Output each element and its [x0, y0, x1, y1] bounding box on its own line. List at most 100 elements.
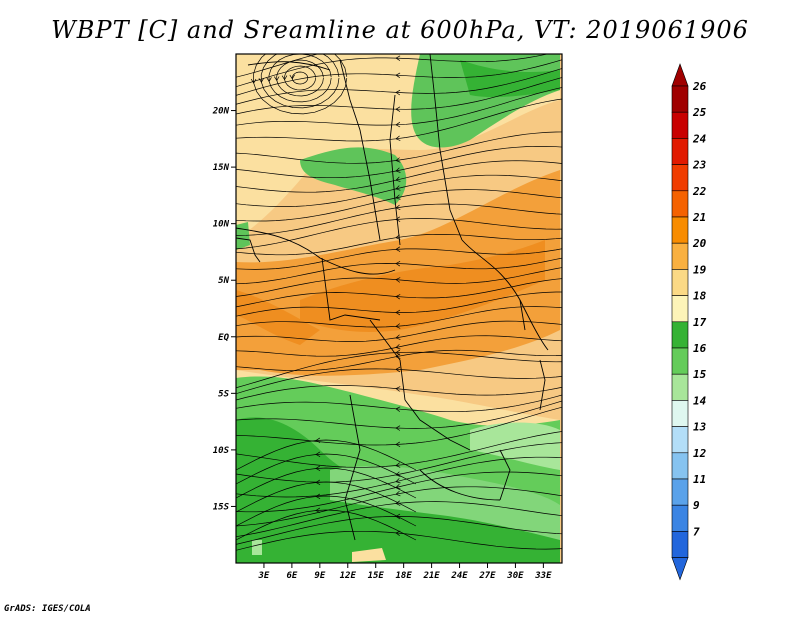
streamline: [236, 320, 562, 342]
streamline-arrow: [395, 135, 401, 141]
streamline: [236, 257, 562, 285]
streamline: [236, 131, 562, 164]
streamline: [236, 486, 562, 527]
streamline-arrow: [395, 344, 401, 350]
streamline: [236, 453, 417, 485]
colorbar-segment: [671, 164, 689, 192]
streamline: [236, 349, 562, 372]
streamlines: [236, 40, 562, 551]
lon-label: 27E: [478, 571, 496, 581]
streamline: [236, 439, 417, 471]
streamline-arrow: [315, 437, 321, 444]
colorbar-label: 22: [692, 185, 707, 198]
streamline: [236, 335, 562, 357]
streamline-arrow: [395, 478, 401, 484]
colorbar-label: 7: [693, 525, 700, 538]
map-title: WBPT [C] and Sreamline at 600hPa, VT: 20…: [51, 16, 749, 44]
streamline-arrow: [396, 40, 400, 45]
streamline-arrow: [395, 176, 401, 182]
streamline: [236, 306, 562, 328]
colorbar-label: 26: [692, 80, 707, 93]
colorbar-segment: [671, 347, 689, 375]
streamline-arrow: [395, 167, 401, 173]
streamline-arrow: [395, 294, 401, 300]
streamline-arrow: [395, 106, 401, 112]
colorbar-segment: [671, 190, 689, 218]
streamline: [236, 509, 417, 541]
streamline-arrow: [250, 78, 257, 84]
lat-label: 20N: [212, 107, 230, 117]
streamline-arrow: [281, 75, 288, 81]
colorbar-label: 14: [693, 394, 707, 407]
streamline: [236, 98, 562, 142]
colorbar-label: 19: [693, 263, 707, 276]
streamline-arrow: [395, 216, 401, 222]
streamline: [236, 267, 562, 297]
streamline: [236, 456, 562, 498]
colorbar-label: 13: [693, 421, 707, 434]
lat-label: 15S: [213, 502, 230, 512]
streamline: [236, 495, 417, 527]
lon-label: 24E: [450, 571, 468, 581]
lon-label: 9E: [314, 571, 325, 581]
colorbar-segment: [671, 269, 689, 296]
streamline-arrow: [266, 77, 272, 83]
colorbar-top-arrow: [671, 63, 689, 87]
lat-label: 5N: [218, 276, 229, 286]
colorbar-segment: [671, 85, 689, 113]
latitude-labels: 20N 15N 10N 5N EQ 5S 10S 15S: [212, 107, 236, 512]
streamline-arrow: [395, 500, 401, 506]
map-frame: [235, 53, 563, 564]
lon-label: 21E: [422, 571, 440, 581]
streamline-arrow: [315, 451, 321, 458]
streamline-arrow: [395, 234, 401, 240]
streamline: [268, 54, 332, 103]
streamline: [236, 442, 562, 483]
streamline: [236, 406, 562, 446]
streamline: [236, 291, 562, 317]
streamline: [236, 467, 417, 499]
streamline-arrow: [395, 334, 401, 340]
streamline-arrow: [258, 78, 265, 83]
colorbar-segment: [671, 373, 689, 401]
streamline-arrow: [274, 76, 280, 82]
streamline: [236, 68, 562, 105]
lat-label: 10N: [213, 220, 230, 230]
colorbar-segment: [671, 452, 689, 480]
lon-label: 33E: [534, 571, 552, 581]
streamline-arrow: [395, 246, 401, 252]
colorbar-label: 11: [693, 473, 706, 486]
colorbar-label: 20: [692, 237, 707, 250]
colorbar-bottom-arrow: [671, 557, 689, 581]
lon-label: 6E: [286, 571, 297, 581]
streamline-arrow: [395, 121, 401, 128]
streamline: [236, 385, 562, 401]
streamline: [260, 54, 340, 109]
streamline-arrow: [395, 89, 401, 96]
colorbar-label: 24: [692, 132, 707, 145]
lon-label: 15E: [368, 571, 385, 581]
streamline: [236, 59, 562, 96]
streamline-arrow: [395, 530, 401, 536]
colorbar-label: 12: [693, 447, 707, 460]
streamline-arrow: [289, 74, 295, 80]
streamline-arrow: [395, 462, 401, 468]
colorbar-label: 21: [692, 211, 706, 224]
streamline-arrow: [395, 425, 401, 431]
streamline: [236, 530, 562, 551]
streamline: [236, 77, 562, 115]
colorbar-label: 17: [693, 316, 707, 329]
streamline: [236, 481, 417, 513]
colorbar-segment: [671, 400, 689, 427]
longitude-labels: 3E 6E 9E 12E 15E 18E 21E 24E 27E 30E 33E: [258, 563, 552, 581]
streamline: [253, 54, 348, 115]
colorbar-segment: [671, 242, 689, 270]
streamline: [236, 203, 562, 236]
streamline: [236, 87, 562, 126]
streamline-arrow: [395, 386, 401, 392]
colorbar-label: 15: [693, 368, 707, 381]
lon-label: 18E: [396, 571, 413, 581]
colorbar-label: 9: [693, 499, 700, 512]
streamline: [236, 248, 562, 270]
